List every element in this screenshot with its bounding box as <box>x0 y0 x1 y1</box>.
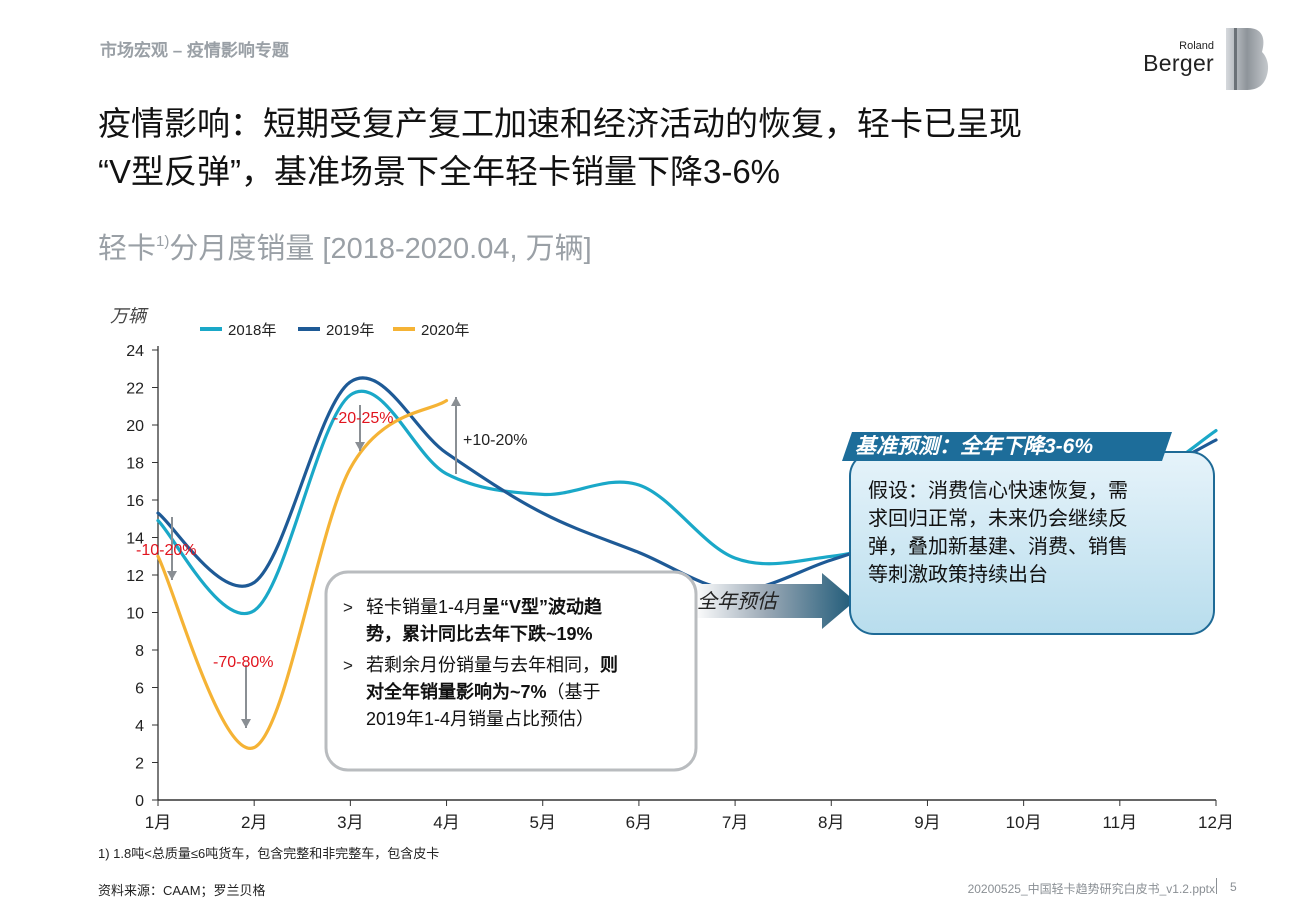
arrow-jan <box>167 517 177 580</box>
subtitle-rest: 分月度销量 [2018-2020.04, 万辆] <box>169 233 592 265</box>
bullet-marker: > <box>343 598 353 617</box>
forecast-callout-header-bar <box>842 432 1172 461</box>
slide-title-line-2: “V型反弹”，基准场景下全年轻卡销量下降3-6% <box>98 153 781 190</box>
legend-item: 2019年 <box>298 322 374 339</box>
callout-bullet-2-line-3: 2019年1-4月销量占比预估） <box>366 709 594 729</box>
forecast-arrow-shape <box>694 573 855 629</box>
bullet-marker: > <box>343 656 353 675</box>
callout-bullet-2-line-2: 对全年销量影响为~7%（基于 <box>366 681 601 702</box>
x-tick-label: 9月 <box>914 813 940 832</box>
y-tick-label: 22 <box>126 381 144 398</box>
callout-baseline-forecast: 基准预测：全年下降3-6% 假设：消费信心快速恢复，需求回归正常，未来仍会继续反弹… <box>842 432 1215 635</box>
arrow-feb <box>241 665 251 728</box>
forecast-callout-header: 基准预测：全年下降3-6% <box>855 434 1093 458</box>
y-tick-label: 6 <box>135 681 144 698</box>
y-tick-label: 12 <box>126 568 144 585</box>
x-tick-label: 3月 <box>337 813 363 832</box>
arrow-head <box>451 397 461 406</box>
y-tick-label: 18 <box>126 456 144 473</box>
x-tick-label: 10月 <box>1006 813 1042 832</box>
series-line-2020年 <box>156 399 449 750</box>
forecast-arrow-label: 全年预估 <box>697 590 780 613</box>
x-tick-label: 6月 <box>626 813 652 832</box>
callout-bullet-1-line-2: 势，累计同比去年下跌~19% <box>366 623 593 644</box>
document-filename: 20200525_中国轻卡趋势研究白皮书_v1.2.pptx <box>967 882 1215 896</box>
callout-box <box>324 570 698 772</box>
arrow-mar <box>355 405 365 451</box>
x-tick-label: 2月 <box>241 813 267 832</box>
y-tick-label: 0 <box>135 793 144 810</box>
y-tick-label: 2 <box>135 756 144 773</box>
y-tick-label: 24 <box>126 343 144 360</box>
y-tick-label: 14 <box>126 531 144 548</box>
arrow-head <box>241 719 251 728</box>
callout-bullet-1-line-1: 轻卡销量1-4月呈“V型”波动趋 <box>366 596 603 617</box>
footnote: 1) 1.8吨<总质量≤6吨货车，包含完整和非完整车，包含皮卡 <box>98 846 440 861</box>
subtitle-main: 轻卡 <box>98 233 157 265</box>
callout-bullet-2-line-1: 若剩余月份销量与去年相同，则 <box>366 654 618 675</box>
x-tick-label: 12月 <box>1198 813 1234 832</box>
y-axis-unit: 万辆 <box>110 306 149 326</box>
legend-label: 2018年 <box>228 322 276 339</box>
slide-title-line-1: 疫情影响：短期受复产复工加速和经济活动的恢复，轻卡已呈现 <box>98 105 1022 142</box>
page-number: 5 <box>1230 880 1237 894</box>
forecast-arrow: 全年预估 <box>694 573 855 629</box>
y-tick-label: 8 <box>135 643 144 660</box>
x-tick-label: 5月 <box>529 813 555 832</box>
forecast-callout-line-2: 求回归正常，未来仍会继续反 <box>868 507 1128 530</box>
arrow-head <box>355 442 365 451</box>
section-tag: 市场宏观 – 疫情影响专题 <box>100 41 289 60</box>
slide-title: 疫情影响：短期受复产复工加速和经济活动的恢复，轻卡已呈现 “V型反弹”，基准场景… <box>98 100 1218 196</box>
logo-text-bottom: Berger <box>1143 50 1214 76</box>
arrow-apr <box>451 397 461 474</box>
y-tick-label: 20 <box>126 418 144 435</box>
x-tick-label: 8月 <box>818 813 844 832</box>
legend-label: 2019年 <box>326 322 374 339</box>
source-note: 资料来源：CAAM；罗兰贝格 <box>98 883 266 898</box>
x-tick-label: 7月 <box>722 813 748 832</box>
forecast-callout-line-1: 假设：消费信心快速恢复，需 <box>868 479 1128 502</box>
chart-subtitle: 轻卡1)分月度销量 [2018-2020.04, 万辆] <box>98 225 592 267</box>
y-tick-label: 16 <box>126 493 144 510</box>
logo-text-top: Roland <box>1179 40 1214 52</box>
logo-b-mark <box>1226 28 1269 90</box>
label-jan-change: -10-20% <box>136 542 196 559</box>
label-feb-change: -70-80% <box>213 654 273 671</box>
forecast-callout-line-4: 等刺激政策持续出台 <box>868 563 1048 586</box>
label-apr-change: +10-20% <box>463 432 528 449</box>
roland-berger-logo: Roland Berger <box>1140 28 1270 90</box>
x-tick-label: 4月 <box>433 813 459 832</box>
footer-divider <box>1216 878 1217 894</box>
arrow-head <box>167 571 177 580</box>
y-tick-label: 4 <box>135 718 144 735</box>
legend-label: 2020年 <box>421 322 469 339</box>
label-mar-change: -20-25% <box>333 410 393 427</box>
subtitle-footnote-mark: 1) <box>156 233 170 250</box>
x-tick-label: 11月 <box>1102 813 1137 832</box>
forecast-callout-line-3: 弹，叠加新基建、消费、销售 <box>868 535 1128 558</box>
x-tick-label: 1月 <box>145 813 171 832</box>
y-tick-label: 10 <box>126 606 144 623</box>
legend-item: 2020年 <box>393 322 469 339</box>
legend-item: 2018年 <box>200 322 276 339</box>
